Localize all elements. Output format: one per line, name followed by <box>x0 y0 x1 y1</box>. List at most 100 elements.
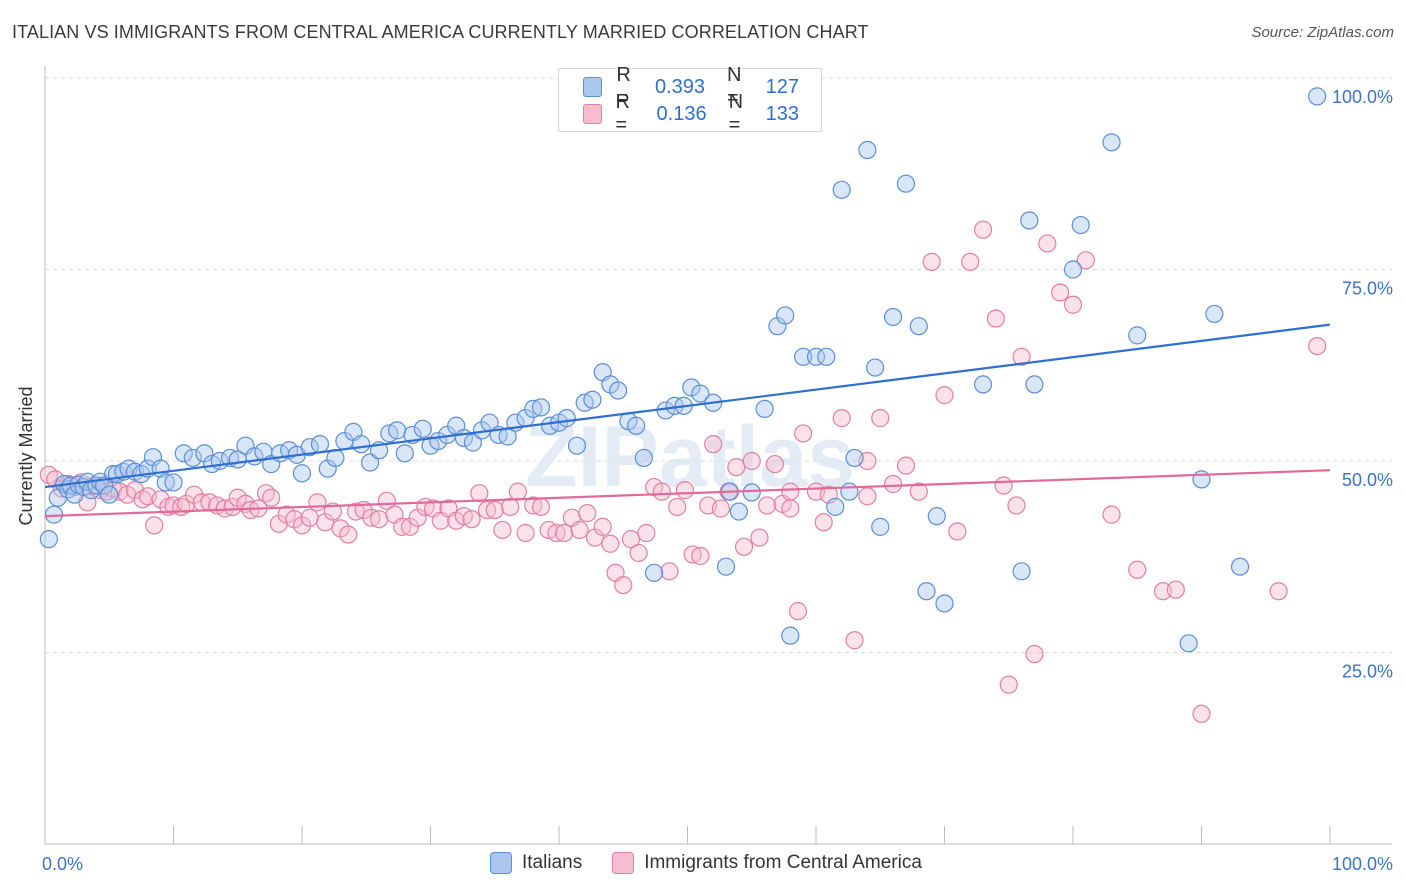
series-legend: Italians Immigrants from Central America <box>490 852 952 874</box>
r-value: 0.393 <box>654 75 706 98</box>
immigrants-point <box>727 458 746 477</box>
immigrants-point <box>629 543 648 563</box>
italians-point <box>927 507 946 526</box>
immigrants-point <box>691 546 710 566</box>
immigrants-point <box>1076 251 1095 270</box>
immigrants-point <box>1166 580 1185 599</box>
y-tick-label: 100.0% <box>1332 87 1393 107</box>
immigrants-point <box>994 476 1013 495</box>
italians-point <box>755 399 774 419</box>
x-tick-label: 0.0% <box>42 854 83 874</box>
italians-point <box>292 464 312 483</box>
immigrants-point <box>986 309 1006 328</box>
immigrants-swatch <box>612 852 635 874</box>
italians-point <box>361 453 380 472</box>
immigrants-point <box>668 497 687 517</box>
n-label: N = <box>727 64 742 109</box>
italians-point <box>626 416 646 435</box>
immigrants-point <box>750 528 769 547</box>
italians-point <box>1205 304 1224 324</box>
n-value: 133 <box>765 102 799 125</box>
chart-title: ITALIAN VS IMMIGRANTS FROM CENTRAL AMERI… <box>12 22 869 42</box>
italians-point <box>583 390 602 409</box>
italians-point <box>883 307 903 327</box>
italians-point <box>691 384 710 403</box>
italians-point <box>826 497 845 517</box>
immigrants-point <box>973 220 993 239</box>
italians-point <box>794 347 813 366</box>
legend-row-italians: R = 0.393 N = 127 <box>583 64 821 109</box>
legend-item-italians[interactable]: Italians <box>490 852 582 874</box>
tick-labels: 100.0% 75.0% 50.0% 25.0% 0.0% 100.0% <box>42 87 1393 874</box>
italians-point <box>395 444 414 463</box>
immigrants-point <box>883 474 903 494</box>
immigrants-point <box>593 517 612 536</box>
italians-point <box>1230 557 1250 576</box>
x-tick-label: 100.0% <box>1332 854 1393 874</box>
immigrants-point <box>308 493 327 512</box>
immigrants-point <box>660 562 679 581</box>
immigrants-point <box>794 424 813 443</box>
legend-label-italians: Italians <box>522 852 583 873</box>
immigrants-point <box>742 451 761 471</box>
immigrants-point <box>39 465 58 484</box>
immigrants-point <box>637 523 656 543</box>
italians-point <box>858 140 877 160</box>
immigrants-point <box>1102 505 1121 524</box>
italians-point <box>973 375 993 394</box>
italians-point <box>352 435 371 454</box>
italians-point <box>716 557 736 576</box>
legend-row-immigrants: R = 0.136 N = 133 <box>583 91 821 136</box>
italians-point <box>840 482 859 501</box>
italians-point <box>909 317 928 336</box>
immigrants-point <box>339 525 358 544</box>
italians-point <box>866 358 885 377</box>
italians-point <box>1020 211 1039 230</box>
italians-point <box>871 517 890 536</box>
immigrants-point <box>570 520 589 540</box>
immigrants-point <box>896 456 916 475</box>
italians-point <box>567 436 587 455</box>
immigrants-point <box>858 487 877 506</box>
immigrants-point <box>346 502 366 521</box>
immigrants-point <box>547 523 566 543</box>
italians-point <box>806 347 826 366</box>
immigrants-point <box>845 631 864 650</box>
immigrants-point <box>1063 295 1083 314</box>
italians-point <box>39 530 58 549</box>
immigrants-point <box>909 482 928 501</box>
immigrants-points <box>39 220 1327 723</box>
immigrants-point <box>501 497 520 517</box>
immigrants-point <box>516 523 535 543</box>
italians-point <box>463 433 483 452</box>
immigrants-point <box>601 534 620 553</box>
italians-point <box>164 473 183 492</box>
legend-item-immigrants[interactable]: Immigrants from Central America <box>612 852 922 874</box>
immigrants-point <box>177 494 196 513</box>
italians-point <box>781 626 800 645</box>
italians-point <box>557 409 576 428</box>
immigrants-point <box>683 545 702 564</box>
italians-point <box>1063 260 1083 279</box>
italians-point <box>1308 87 1327 106</box>
immigrants-point <box>758 496 777 515</box>
stats-legend: R = 0.393 N = 127 R = 0.136 N = 133 <box>558 64 822 136</box>
source-label: Source: ZipAtlas.com <box>1251 24 1394 41</box>
r-label: R = <box>616 64 631 109</box>
italians-point <box>531 398 551 417</box>
immigrants-point <box>1025 644 1044 664</box>
immigrants-point <box>1269 582 1288 601</box>
immigrants-point <box>832 409 851 428</box>
immigrants-point <box>652 482 671 501</box>
immigrants-point <box>614 575 633 595</box>
italians-trend-line <box>44 323 1331 489</box>
italians-point <box>1025 375 1044 394</box>
immigrants-point <box>1012 347 1031 366</box>
immigrants-point <box>781 482 800 501</box>
italians-swatch <box>490 852 512 874</box>
immigrants-point <box>961 252 980 271</box>
immigrants-point <box>485 500 504 520</box>
italians-point <box>845 448 864 468</box>
italians-point <box>1071 215 1090 235</box>
r-label: R = <box>615 91 630 136</box>
